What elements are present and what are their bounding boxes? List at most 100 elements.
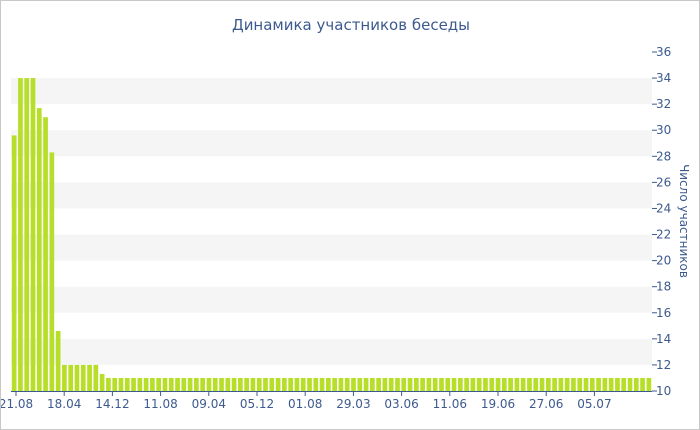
- bar: [457, 377, 463, 391]
- bar: [43, 117, 48, 391]
- bar: [439, 377, 444, 391]
- bar: [608, 377, 614, 391]
- bar: [621, 377, 627, 391]
- bar: [344, 377, 350, 391]
- bar: [187, 377, 193, 391]
- y-tick-label: 26: [656, 175, 671, 189]
- bar: [49, 152, 55, 391]
- bar: [445, 377, 451, 391]
- x-tick-label: 01.08: [288, 397, 322, 411]
- bar: [514, 377, 520, 391]
- y-tick-label: 30: [656, 123, 671, 137]
- bar: [74, 364, 80, 391]
- bar: [250, 377, 256, 391]
- y-axis-title: Число участников: [677, 164, 691, 278]
- x-tick-label: 03.06: [384, 397, 418, 411]
- bar: [583, 377, 589, 391]
- bar: [131, 377, 136, 391]
- y-tick-label: 18: [656, 280, 671, 294]
- y-tick-label: 16: [656, 306, 671, 320]
- bar: [633, 377, 639, 391]
- bar: [564, 377, 570, 391]
- bar: [30, 78, 36, 392]
- y-tick-label: 12: [656, 358, 671, 372]
- bar: [363, 377, 369, 391]
- bar: [143, 377, 149, 391]
- bar: [300, 377, 306, 391]
- grid-band: [11, 286, 652, 313]
- chart-title: Динамика участников беседы: [232, 16, 470, 34]
- bar: [508, 377, 513, 391]
- bar: [533, 377, 539, 391]
- grid-band: [11, 78, 652, 105]
- bar: [520, 377, 526, 391]
- bar: [376, 377, 381, 391]
- bar: [55, 331, 61, 391]
- bar: [589, 377, 595, 391]
- bar: [263, 377, 268, 391]
- y-tick-label: 20: [656, 254, 671, 268]
- bar: [646, 377, 652, 391]
- bar: [401, 377, 407, 391]
- bar: [219, 377, 224, 391]
- bar: [11, 135, 17, 391]
- bar: [62, 364, 67, 391]
- bar-series: [11, 78, 652, 392]
- bar: [495, 377, 501, 391]
- bar: [80, 364, 86, 391]
- bar: [407, 377, 413, 391]
- bar: [319, 377, 325, 391]
- grid-band: [11, 182, 652, 209]
- bar: [602, 377, 608, 391]
- bar: [476, 377, 482, 391]
- bar: [489, 377, 495, 391]
- bar: [382, 377, 388, 391]
- bar: [269, 377, 275, 391]
- y-tick-label: 28: [656, 149, 671, 163]
- x-tick-label: 29.03: [336, 397, 370, 411]
- bar: [615, 377, 620, 391]
- x-tick-label: 19.06: [481, 397, 515, 411]
- bar: [313, 377, 319, 391]
- bar: [527, 377, 532, 391]
- bar: [420, 377, 425, 391]
- bar: [238, 377, 243, 391]
- bar: [150, 377, 155, 391]
- bar: [432, 377, 438, 391]
- bar: [369, 377, 375, 391]
- grid-band: [11, 338, 652, 365]
- bar: [426, 377, 432, 391]
- bar: [124, 377, 130, 391]
- bar: [225, 377, 231, 391]
- bar: [99, 374, 105, 391]
- x-tick-label: 21.08: [1, 397, 33, 411]
- y-tick-label: 24: [656, 201, 671, 215]
- bar: [212, 377, 218, 391]
- bar: [558, 377, 564, 391]
- bar: [596, 377, 601, 391]
- bar: [282, 377, 287, 391]
- bar: [326, 377, 331, 391]
- bar: [501, 377, 507, 391]
- bar: [388, 377, 394, 391]
- bar: [470, 377, 476, 391]
- bar: [413, 377, 419, 391]
- bar: [539, 377, 545, 391]
- bar: [244, 377, 250, 391]
- bar: [93, 364, 99, 391]
- y-axis-ticks: 10 12 14 16 18 20 22 24 26 28 30 32 34 36: [652, 45, 671, 398]
- grid-band: [11, 234, 652, 261]
- bar: [552, 377, 557, 391]
- bar: [231, 377, 237, 391]
- bar: [332, 377, 337, 391]
- x-tick-label: 05.12: [240, 397, 274, 411]
- x-tick-label: 11.06: [433, 397, 467, 411]
- y-tick-label: 36: [656, 45, 671, 59]
- x-tick-label: 09.04: [192, 397, 226, 411]
- bar: [627, 377, 633, 391]
- bar: [451, 377, 457, 391]
- bar: [181, 377, 187, 391]
- bar: [338, 377, 344, 391]
